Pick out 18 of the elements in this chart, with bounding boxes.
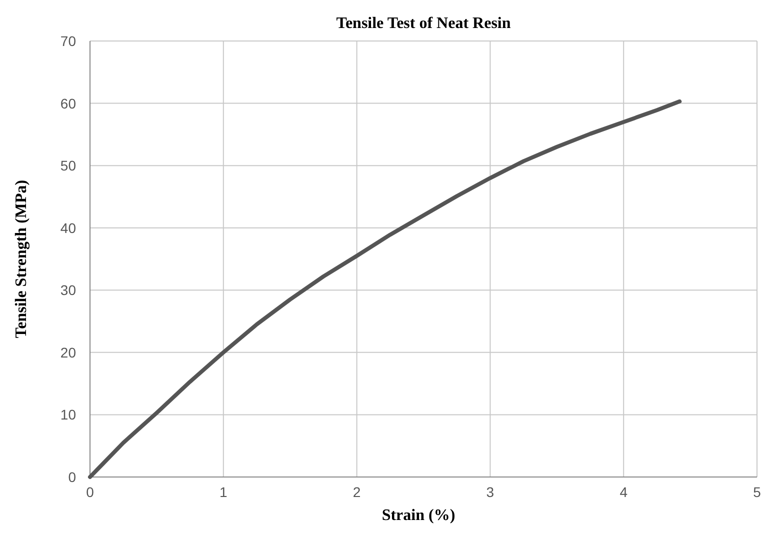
x-tick-label: 4 — [620, 484, 628, 500]
y-tick-label: 40 — [60, 220, 76, 236]
x-tick-label: 3 — [486, 484, 494, 500]
x-tick-label: 1 — [220, 484, 228, 500]
y-tick-label: 60 — [60, 95, 76, 112]
chart-title: Tensile Test of Neat Resin — [336, 15, 511, 32]
x-tick-label: 5 — [753, 484, 762, 500]
x-tick-label: 2 — [352, 484, 361, 500]
y-tick-label: 70 — [60, 33, 76, 49]
y-axis-title: Tensile Strength (MPa) — [13, 180, 30, 338]
y-tick-label: 0 — [68, 469, 76, 485]
x-tick-label: 0 — [86, 484, 94, 500]
y-tick-label: 50 — [60, 158, 76, 174]
line-series — [88, 99, 682, 479]
y-tick-label: 30 — [60, 282, 76, 298]
y-tick-label: 20 — [60, 344, 76, 360]
y-tick-label: 10 — [60, 406, 76, 423]
x-axis-title: Strain (%) — [382, 507, 456, 524]
